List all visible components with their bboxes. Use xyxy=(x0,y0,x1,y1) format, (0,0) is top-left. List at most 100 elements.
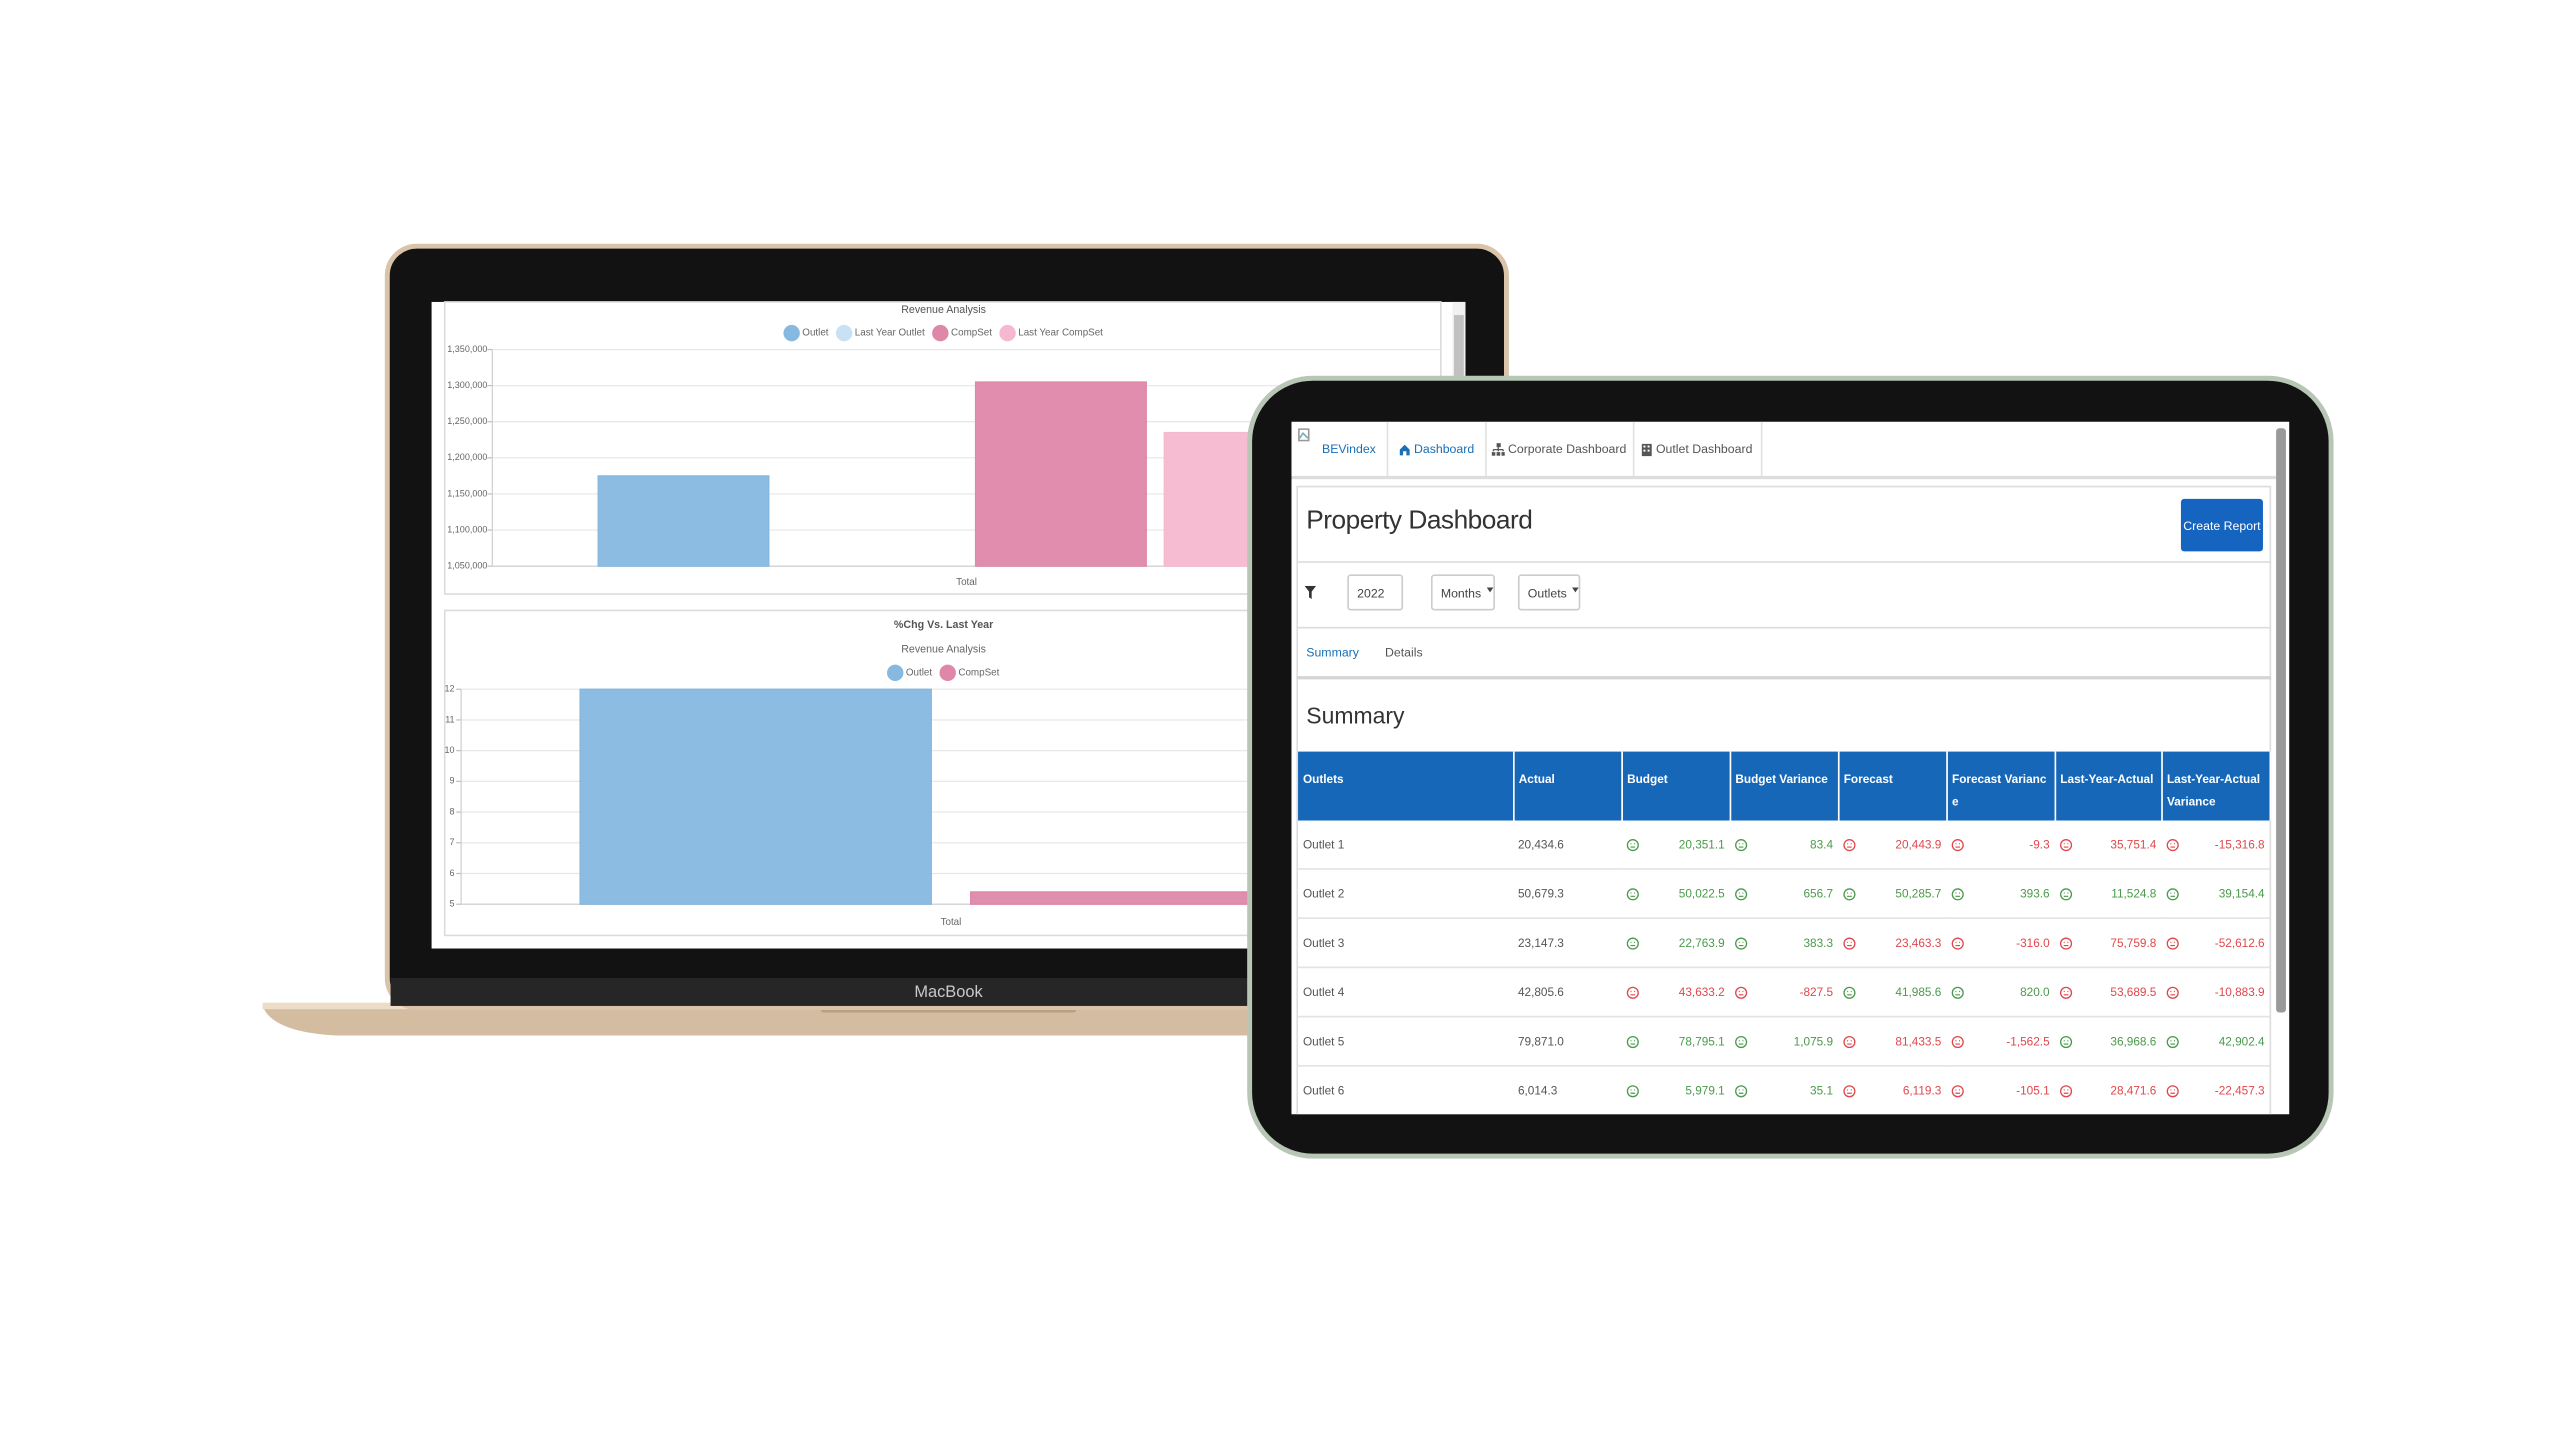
cell-content: -15,316.8 xyxy=(2166,837,2265,852)
tab[interactable]: Summary xyxy=(1306,644,1359,660)
status-icon-face xyxy=(1847,940,1852,946)
status-icon-ring xyxy=(1735,838,1748,851)
legend-swatch xyxy=(835,324,853,342)
status-icon-face xyxy=(2170,1088,2176,1094)
status-icon-ring xyxy=(2166,1035,2179,1048)
caret xyxy=(1571,587,1579,593)
cell-content: 11,524.8 xyxy=(2059,886,2156,901)
legend-swatch xyxy=(939,664,956,682)
status-icon xyxy=(1843,985,1856,999)
status-icon-face xyxy=(2063,1039,2069,1044)
status-icon xyxy=(1951,985,1964,999)
status-icon-ring xyxy=(1951,838,1964,851)
cell-value: 81,433.5 xyxy=(1895,1033,1942,1049)
status-icon xyxy=(2166,887,2179,900)
cell-content: 22,763.9 xyxy=(1626,935,1725,950)
nav-label: Corporate Dashboard xyxy=(1507,441,1627,457)
status-icon-face xyxy=(1630,842,1636,847)
sitemap-icon xyxy=(1491,442,1505,455)
cell-value: -316.0 xyxy=(2016,935,2050,951)
y-tick-label: 1,050,000 xyxy=(447,561,487,571)
building-icon xyxy=(1641,443,1652,456)
legend-swatch xyxy=(932,324,949,342)
year-input[interactable]: 2022 xyxy=(1347,574,1404,611)
legend: Outlet CompSet xyxy=(887,664,1000,682)
brand[interactable]: BEVindex xyxy=(1291,421,1389,476)
cell-value: 79,871.0 xyxy=(1513,1016,1622,1067)
nav-item[interactable]: Corporate Dashboard xyxy=(1485,421,1635,476)
nav-item[interactable]: Dashboard xyxy=(1387,421,1487,476)
legend-label: CompSet xyxy=(958,667,999,678)
outlet-name: Outlet 2 xyxy=(1298,868,1514,919)
column-header: Forecast Variance xyxy=(1946,751,2056,821)
status-icon xyxy=(1843,887,1856,900)
outlet-name: Outlet 3 xyxy=(1298,918,1514,969)
cell-value: 41,985.6 xyxy=(1895,984,1942,1000)
y-tick-label: 6 xyxy=(450,868,455,878)
status-icon-ring xyxy=(1735,936,1748,949)
cell-content: 28,471.6 xyxy=(2059,1083,2156,1098)
status-icon-ring xyxy=(2166,838,2179,851)
outlet-name: Outlet 4 xyxy=(1298,967,1514,1018)
y-tick-label: 12 xyxy=(445,684,455,694)
page-title: Property Dashboard xyxy=(1306,507,1533,535)
status-icon-face xyxy=(1630,990,1636,995)
divider xyxy=(1296,626,2272,629)
status-icon-ring xyxy=(2059,1084,2073,1097)
cell-value: 39,154.4 xyxy=(2218,886,2265,901)
status-icon-ring xyxy=(1843,1084,1856,1097)
tab[interactable]: Details xyxy=(1385,644,1423,660)
status-cell: -1,562.5 xyxy=(1946,1016,2055,1067)
status-icon-ring xyxy=(1626,985,1639,999)
legend-swatch xyxy=(887,664,904,682)
status-icon-face xyxy=(2063,842,2069,847)
status-icon-face xyxy=(1630,1039,1636,1044)
laptop-label: MacBook xyxy=(914,983,983,1001)
status-icon-face xyxy=(1738,1088,1744,1094)
legend-label: Last Year CompSet xyxy=(1018,328,1103,339)
y-tick-label: 7 xyxy=(450,837,455,847)
status-cell: 393.6 xyxy=(1946,868,2055,919)
caret xyxy=(1486,587,1493,593)
status-icon-ring xyxy=(1626,838,1639,851)
brand-text: BEVindex xyxy=(1321,441,1376,457)
outlet-name: Outlet 1 xyxy=(1298,820,1514,870)
y-tick-label: 1,300,000 xyxy=(447,380,487,390)
cell-value: 6,119.3 xyxy=(1902,1083,1942,1098)
y-tick-label: 1,100,000 xyxy=(447,524,487,534)
cell-content: 53,689.5 xyxy=(2059,985,2156,999)
column-header: Budget Variance xyxy=(1729,751,1839,821)
status-cell: 83.4 xyxy=(1729,820,1838,870)
y-tick-label: 11 xyxy=(445,714,454,724)
status-icon xyxy=(1626,1035,1639,1048)
status-icon xyxy=(1843,838,1856,851)
status-icon xyxy=(1951,887,1964,900)
cell-content: -9.3 xyxy=(1951,837,2050,852)
y-tick-label: 9 xyxy=(450,776,455,786)
status-icon-face xyxy=(2063,990,2069,995)
y-tick-label: 1,250,000 xyxy=(447,416,487,426)
outlets-dropdown[interactable]: Outlets xyxy=(1517,574,1581,611)
status-icon-ring xyxy=(1951,1035,1964,1048)
bar xyxy=(579,688,932,905)
cell-value: 820.0 xyxy=(2020,984,2050,1000)
status-icon-ring xyxy=(1843,887,1856,900)
create-report-button[interactable]: Create Report xyxy=(2180,498,2263,552)
status-icon-face xyxy=(1955,842,1961,847)
status-icon xyxy=(1626,838,1639,851)
status-icon-ring xyxy=(2166,936,2179,949)
legend-label: Outlet xyxy=(802,328,828,339)
legend: Outlet Last Year Outlet CompSet Last Year C… xyxy=(783,324,1103,342)
status-icon-ring xyxy=(1951,1084,1964,1097)
status-cell: 820.0 xyxy=(1946,967,2055,1018)
cell-content: 39,154.4 xyxy=(2166,886,2265,901)
nav-item[interactable]: Outlet Dashboard xyxy=(1633,421,1763,476)
cell-value: 28,471.6 xyxy=(2110,1083,2157,1098)
status-cell: 20,443.9 xyxy=(1837,820,1947,870)
months-dropdown[interactable]: Months xyxy=(1430,574,1495,611)
status-icon-face xyxy=(1847,1039,1852,1044)
cell-content: 20,351.1 xyxy=(1626,837,1725,852)
dropdown-label: Months xyxy=(1440,585,1482,600)
x-tick-label: Total xyxy=(956,577,977,588)
table-row: Outlet 1 20,434.6 20,351.1 83.4 20,443.9 -9.3… xyxy=(1298,820,2270,870)
